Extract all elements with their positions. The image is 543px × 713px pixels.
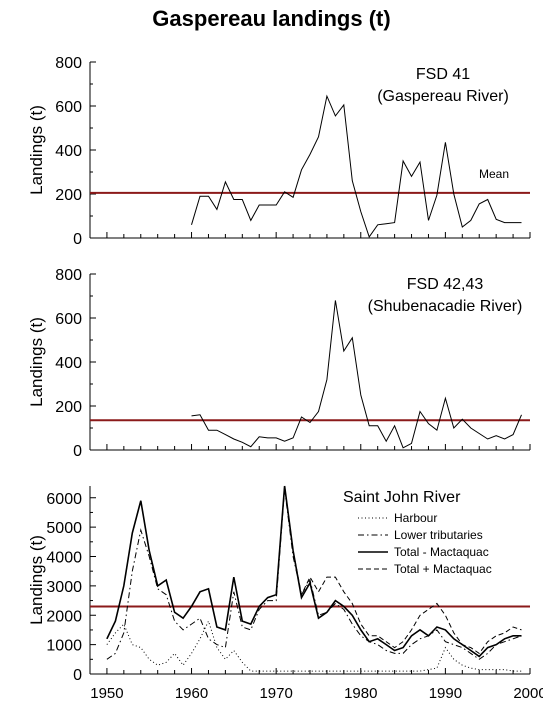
x-tick-label: 1970 [259,685,292,702]
panel-subtitle: (Gaspereau River) [377,88,509,105]
y-tick-label: 600 [55,311,82,328]
y-axis-label: Landings (t) [27,317,46,407]
panel-title: FSD 41 [416,66,470,83]
y-tick-label: 0 [73,231,82,248]
y-tick-label: 3000 [46,579,82,596]
y-axis-label: Landings (t) [27,105,46,195]
legend-label: Total + Mactaquac [394,562,492,576]
y-tick-label: 600 [55,99,82,116]
x-tick-label: 2000 [513,685,543,702]
legend-label: Harbour [394,511,437,525]
y-tick-label: 1000 [46,638,82,655]
series-line-total-mactaquac [106,485,522,655]
y-axis-label: Landings (t) [27,535,46,625]
y-tick-label: 400 [55,143,82,160]
y-tick-label: 0 [73,667,82,684]
chart-panel-3: 0 1000 2000 3000 4000 5000 6000 1950 1960 1970 198… [27,485,543,702]
x-tick-label: 1950 [90,685,123,702]
chart-panel-2: 0 200 400 600 800 Landings (t) FSD 42,43 (Shube… [27,267,531,460]
series-line-lower-tributaries [106,488,522,660]
x-tick-label: 1990 [429,685,462,702]
series-line-series-1 [191,94,522,238]
y-tick-label: 2000 [46,608,82,625]
legend-label: Lower tributaries [394,528,483,542]
mean-label: Mean [479,167,509,181]
y-tick-label: 6000 [46,491,82,508]
panel-title: Saint John River [343,489,461,506]
figure-title: Gaspereau landings (t) [152,6,391,31]
legend: Harbour Lower tributaries Total - Mactaqua… [358,511,492,576]
panel-subtitle: (Shubenacadie River) [368,298,523,315]
y-tick-label: 5000 [46,520,82,537]
y-tick-label: 200 [55,187,82,204]
y-tick-label: 200 [55,399,82,416]
y-tick-label: 800 [55,55,82,72]
chart-panel-1: 0 200 400 600 800 Landings (t) Mean FSD 41 (Gasp… [27,55,531,248]
series-line-series-1 [191,300,522,449]
y-tick-label: 800 [55,267,82,284]
legend-label: Total - Mactaquac [394,545,489,559]
x-tick-label: 1960 [175,685,208,702]
y-tick-label: 400 [55,355,82,372]
panel-title: FSD 42,43 [407,276,484,293]
y-tick-label: 0 [73,443,82,460]
y-tick-label: 4000 [46,550,82,567]
x-tick-label: 1980 [344,685,377,702]
